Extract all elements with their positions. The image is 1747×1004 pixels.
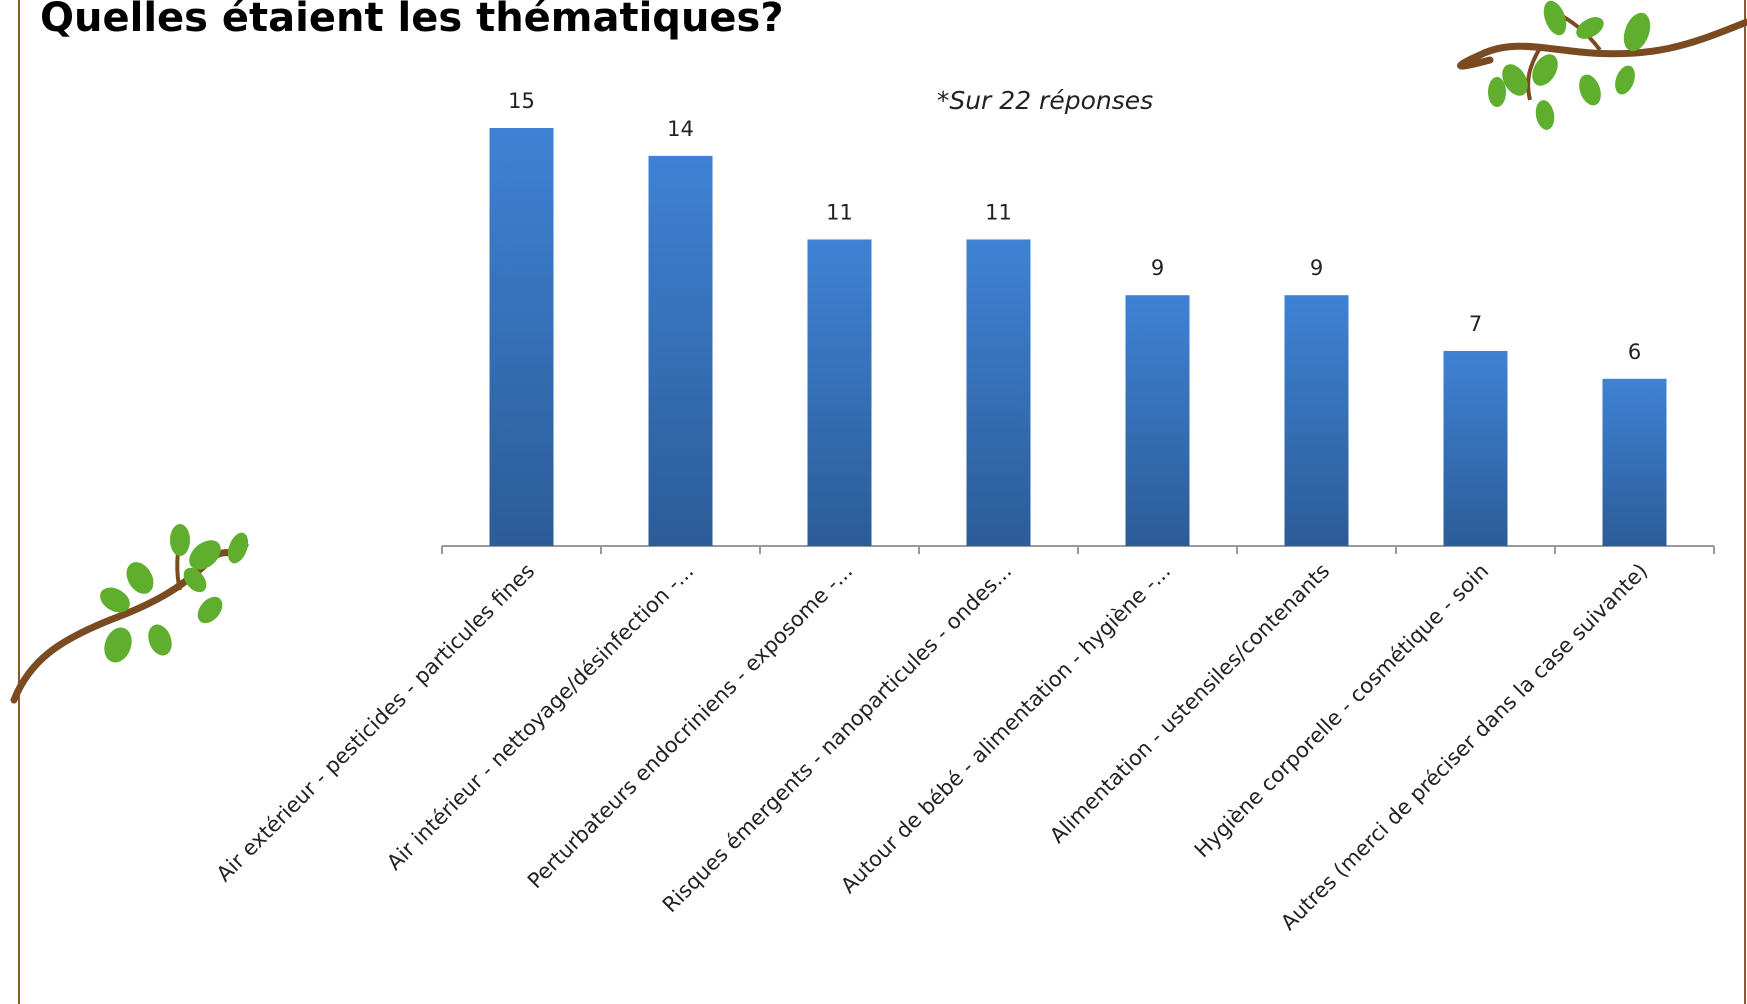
value-label: 6 bbox=[1628, 340, 1641, 364]
value-label: 9 bbox=[1310, 256, 1323, 280]
branch-decoration bbox=[1457, 0, 1747, 130]
bar bbox=[489, 128, 554, 546]
bar bbox=[1602, 378, 1667, 546]
bar bbox=[966, 239, 1031, 546]
x-tick-label: Alimentation - ustensiles/contenants bbox=[1045, 559, 1334, 848]
bar bbox=[648, 155, 713, 546]
bar bbox=[1443, 350, 1508, 546]
value-label: 11 bbox=[985, 200, 1012, 224]
bar bbox=[1284, 295, 1349, 546]
chart-subtitle: *Sur 22 réponses bbox=[937, 86, 1153, 115]
x-tick-label: Hygiène corporelle - cosmétique - soin bbox=[1190, 559, 1494, 863]
x-tick-label: Air intérieur - nettoyage/désinfection -… bbox=[382, 559, 698, 875]
x-tick-label: Perturbateurs endocriniens - exposome -.… bbox=[523, 559, 857, 893]
value-label: 15 bbox=[508, 89, 535, 113]
branch-decoration bbox=[10, 524, 249, 704]
x-tick-label: Risques émergents - nanoparticules - ond… bbox=[658, 559, 1016, 917]
value-label: 7 bbox=[1469, 312, 1482, 336]
bar bbox=[1125, 295, 1190, 546]
value-label: 11 bbox=[826, 200, 853, 224]
bar bbox=[807, 239, 872, 546]
chart-title: Quelles étaient les thématiques? bbox=[40, 0, 784, 41]
x-tick-label: Autour de bébé - alimentation - hygiène … bbox=[836, 559, 1175, 898]
x-tick-label: Autres (merci de préciser dans la case s… bbox=[1276, 559, 1652, 935]
value-label: 9 bbox=[1151, 256, 1164, 280]
value-label: 14 bbox=[667, 117, 694, 141]
x-tick-label: Air extérieur - pesticides - particules … bbox=[212, 559, 540, 887]
